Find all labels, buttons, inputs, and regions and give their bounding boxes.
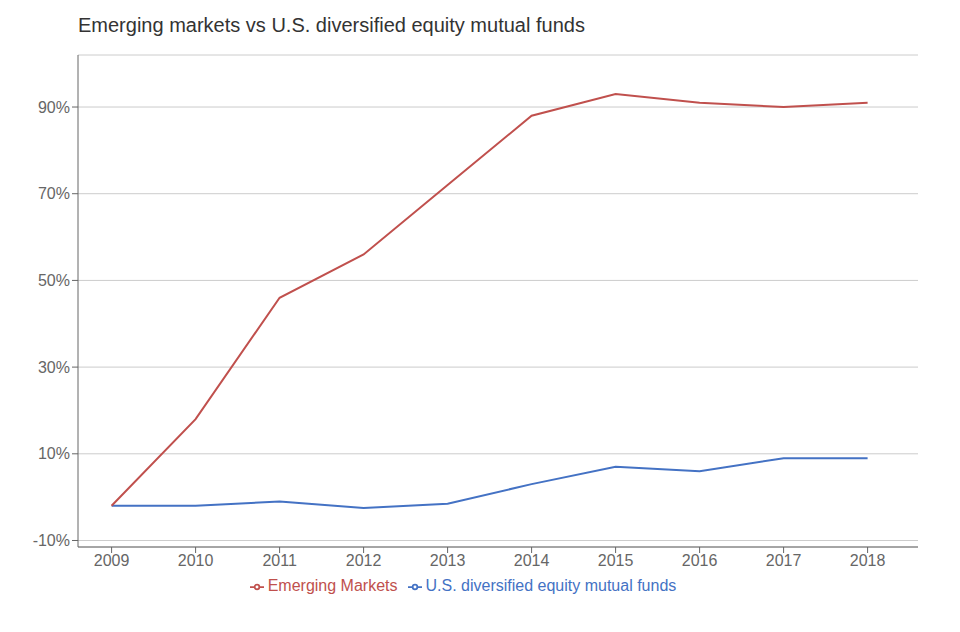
svg-text:90%: 90% bbox=[38, 99, 70, 116]
svg-text:2012: 2012 bbox=[346, 552, 382, 569]
svg-text:50%: 50% bbox=[38, 272, 70, 289]
svg-text:30%: 30% bbox=[38, 359, 70, 376]
html-text:U.S. diversified equity mutual: U.S. diversified equity mutual funds bbox=[425, 577, 677, 594]
svg-text:2018: 2018 bbox=[850, 552, 886, 569]
svg-text:2015: 2015 bbox=[598, 552, 634, 569]
html-text:Emerging Markets: Emerging Markets bbox=[267, 577, 398, 594]
svg-text:2009: 2009 bbox=[94, 552, 130, 569]
svg-text:2017: 2017 bbox=[766, 552, 802, 569]
svg-text:2016: 2016 bbox=[682, 552, 718, 569]
svg-text:10%: 10% bbox=[38, 445, 70, 462]
svg-text:2014: 2014 bbox=[514, 552, 550, 569]
svg-text:2013: 2013 bbox=[430, 552, 466, 569]
html-text:Emerging markets vs U.S. diver: Emerging markets vs U.S. diversified equ… bbox=[78, 14, 585, 36]
svg-text:70%: 70% bbox=[38, 185, 70, 202]
svg-text:2010: 2010 bbox=[178, 552, 214, 569]
svg-text:2011: 2011 bbox=[262, 552, 297, 569]
svg-text:-10%: -10% bbox=[33, 532, 70, 549]
